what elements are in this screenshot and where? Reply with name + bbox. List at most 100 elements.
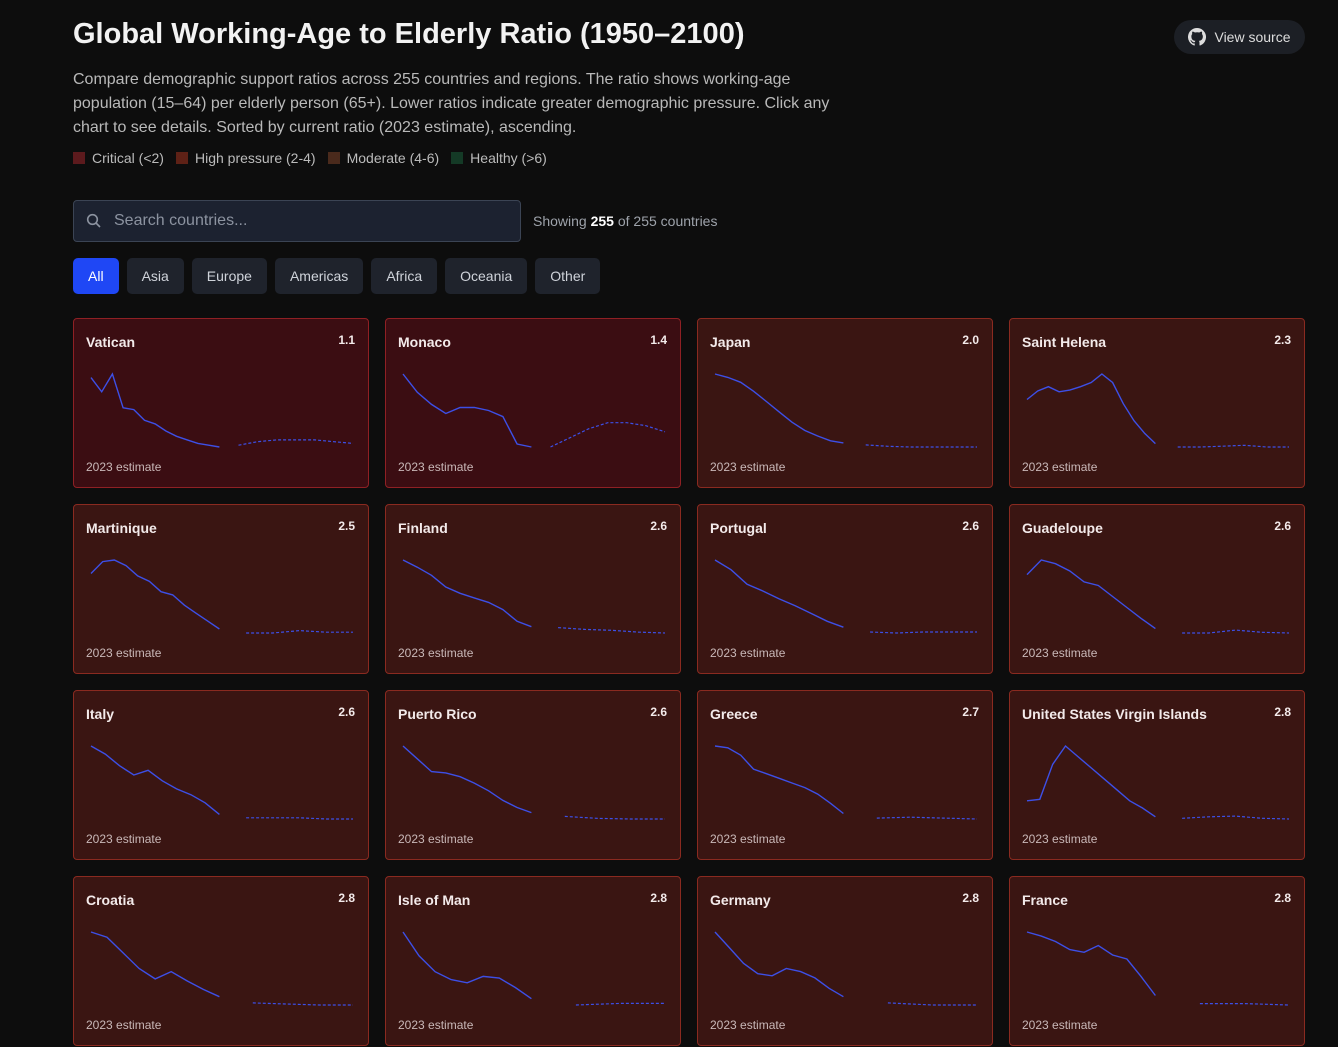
country-name: Italy <box>86 706 115 722</box>
legend-swatch <box>327 152 340 164</box>
projection-line <box>564 815 665 820</box>
country-name: France <box>1022 892 1068 908</box>
search-icon <box>86 213 101 228</box>
ratio-value: 2.8 <box>338 891 355 905</box>
ratio-value: 2.8 <box>1274 705 1291 719</box>
history-line <box>714 559 844 628</box>
ratio-value: 1.1 <box>338 333 355 347</box>
history-line <box>402 745 532 814</box>
ratio-value: 2.6 <box>962 519 979 533</box>
country-card[interactable]: Croatia 2.8 2023 estimate <box>73 876 369 1046</box>
country-card[interactable]: Martinique 2.5 2023 estimate <box>73 504 369 674</box>
projection-line <box>550 422 666 448</box>
country-card[interactable]: Japan 2.0 2023 estimate <box>697 318 993 488</box>
sparkline <box>402 931 665 1006</box>
ratio-value: 2.5 <box>338 519 355 533</box>
card-grid: Vatican 1.1 2023 estimate Monaco 1.4 2023 est… <box>73 318 1305 1046</box>
sparkline <box>1026 373 1289 448</box>
country-name: Portugal <box>710 520 767 536</box>
filter-bar: All Asia Europe Americas Africa Oceania Other <box>73 258 601 294</box>
sparkline <box>90 559 353 634</box>
history-line <box>714 745 844 815</box>
ratio-value: 1.4 <box>650 333 667 347</box>
projection-line <box>876 816 978 820</box>
projection-line <box>1182 815 1290 820</box>
country-card[interactable]: Greece 2.7 2023 estimate <box>697 690 993 860</box>
projection-line <box>887 1002 977 1006</box>
country-name: Japan <box>710 334 751 350</box>
footnote: 2023 estimate <box>398 832 474 846</box>
filter-button[interactable]: Asia <box>126 258 184 294</box>
history-line <box>90 372 220 448</box>
legend-item: High pressure (2-4) <box>175 150 316 166</box>
history-line <box>1026 373 1156 445</box>
legend-label: Moderate (4-6) <box>346 150 440 166</box>
country-card[interactable]: Portugal 2.6 2023 estimate <box>697 504 993 674</box>
country-card[interactable]: Finland 2.6 2023 estimate <box>385 504 681 674</box>
footnote: 2023 estimate <box>1022 460 1098 474</box>
history-line <box>90 931 220 998</box>
projection-line <box>1177 444 1289 448</box>
filter-button[interactable]: Oceania <box>445 258 528 294</box>
projection-line <box>558 627 666 634</box>
country-name: Puerto Rico <box>398 706 477 722</box>
filter-button[interactable]: All <box>73 258 119 294</box>
history-line <box>90 559 220 630</box>
footnote: 2023 estimate <box>86 646 162 660</box>
country-name: Greece <box>710 706 758 722</box>
footnote: 2023 estimate <box>86 460 162 474</box>
country-card[interactable]: Italy 2.6 2023 estimate <box>73 690 369 860</box>
country-card[interactable]: Isle of Man 2.8 2023 estimate <box>385 876 681 1046</box>
legend-swatch <box>451 152 464 164</box>
filter-button[interactable]: Europe <box>191 258 267 294</box>
projection-line <box>1199 1003 1290 1006</box>
footnote: 2023 estimate <box>710 460 786 474</box>
result-count: Showing 255 of 255 countries <box>533 213 717 229</box>
ratio-value: 2.8 <box>962 891 979 905</box>
legend-item: Healthy (>6) <box>451 150 547 166</box>
footnote: 2023 estimate <box>86 832 162 846</box>
country-card[interactable]: Guadeloupe 2.6 2023 estimate <box>1009 504 1305 674</box>
sparkline <box>714 373 977 448</box>
sparkline <box>402 373 666 448</box>
history-line <box>1026 931 1156 996</box>
sparkline <box>1026 559 1290 634</box>
history-line <box>1026 744 1156 818</box>
search-placeholder: Search countries... <box>114 212 248 229</box>
country-card[interactable]: Puerto Rico 2.6 2023 estimate <box>385 690 681 860</box>
ratio-value: 2.6 <box>650 519 667 533</box>
filter-button[interactable]: Africa <box>371 258 438 294</box>
legend-label: Critical (<2) <box>92 150 164 166</box>
sparkline <box>90 745 353 820</box>
country-name: Germany <box>710 892 771 908</box>
country-name: Vatican <box>86 334 136 350</box>
country-card[interactable]: Saint Helena 2.3 2023 estimate <box>1009 318 1305 488</box>
footnote: 2023 estimate <box>1022 646 1098 660</box>
view-source-button[interactable]: View source <box>1174 20 1305 54</box>
history-line <box>90 745 220 815</box>
footnote: 2023 estimate <box>710 646 786 660</box>
filter-button[interactable]: Other <box>535 258 601 294</box>
search-box[interactable]: Search countries... <box>73 200 521 242</box>
sparkline <box>402 559 666 634</box>
ratio-value: 2.8 <box>650 891 667 905</box>
projection-line <box>252 1002 353 1006</box>
sparkline <box>714 931 977 1006</box>
country-card[interactable]: Monaco 1.4 2023 estimate <box>385 318 681 488</box>
country-name: Croatia <box>86 892 135 908</box>
history-line <box>402 559 532 628</box>
country-name: Finland <box>398 520 448 536</box>
sparkline <box>714 559 977 634</box>
legend-item: Critical (<2) <box>73 150 164 166</box>
country-card[interactable]: United States Virgin Islands 2.8 2023 esti… <box>1009 690 1305 860</box>
legend-swatch <box>175 152 188 164</box>
country-card[interactable]: Germany 2.8 2023 estimate <box>697 876 993 1046</box>
country-card[interactable]: Vatican 1.1 2023 estimate <box>73 318 369 488</box>
filter-button[interactable]: Americas <box>274 258 364 294</box>
legend-label: High pressure (2-4) <box>194 150 316 166</box>
sparkline <box>1026 744 1290 820</box>
legend-swatch <box>73 152 85 164</box>
country-name: Saint Helena <box>1022 334 1107 350</box>
ratio-value: 2.6 <box>338 705 355 719</box>
country-card[interactable]: France 2.8 2023 estimate <box>1009 876 1305 1046</box>
